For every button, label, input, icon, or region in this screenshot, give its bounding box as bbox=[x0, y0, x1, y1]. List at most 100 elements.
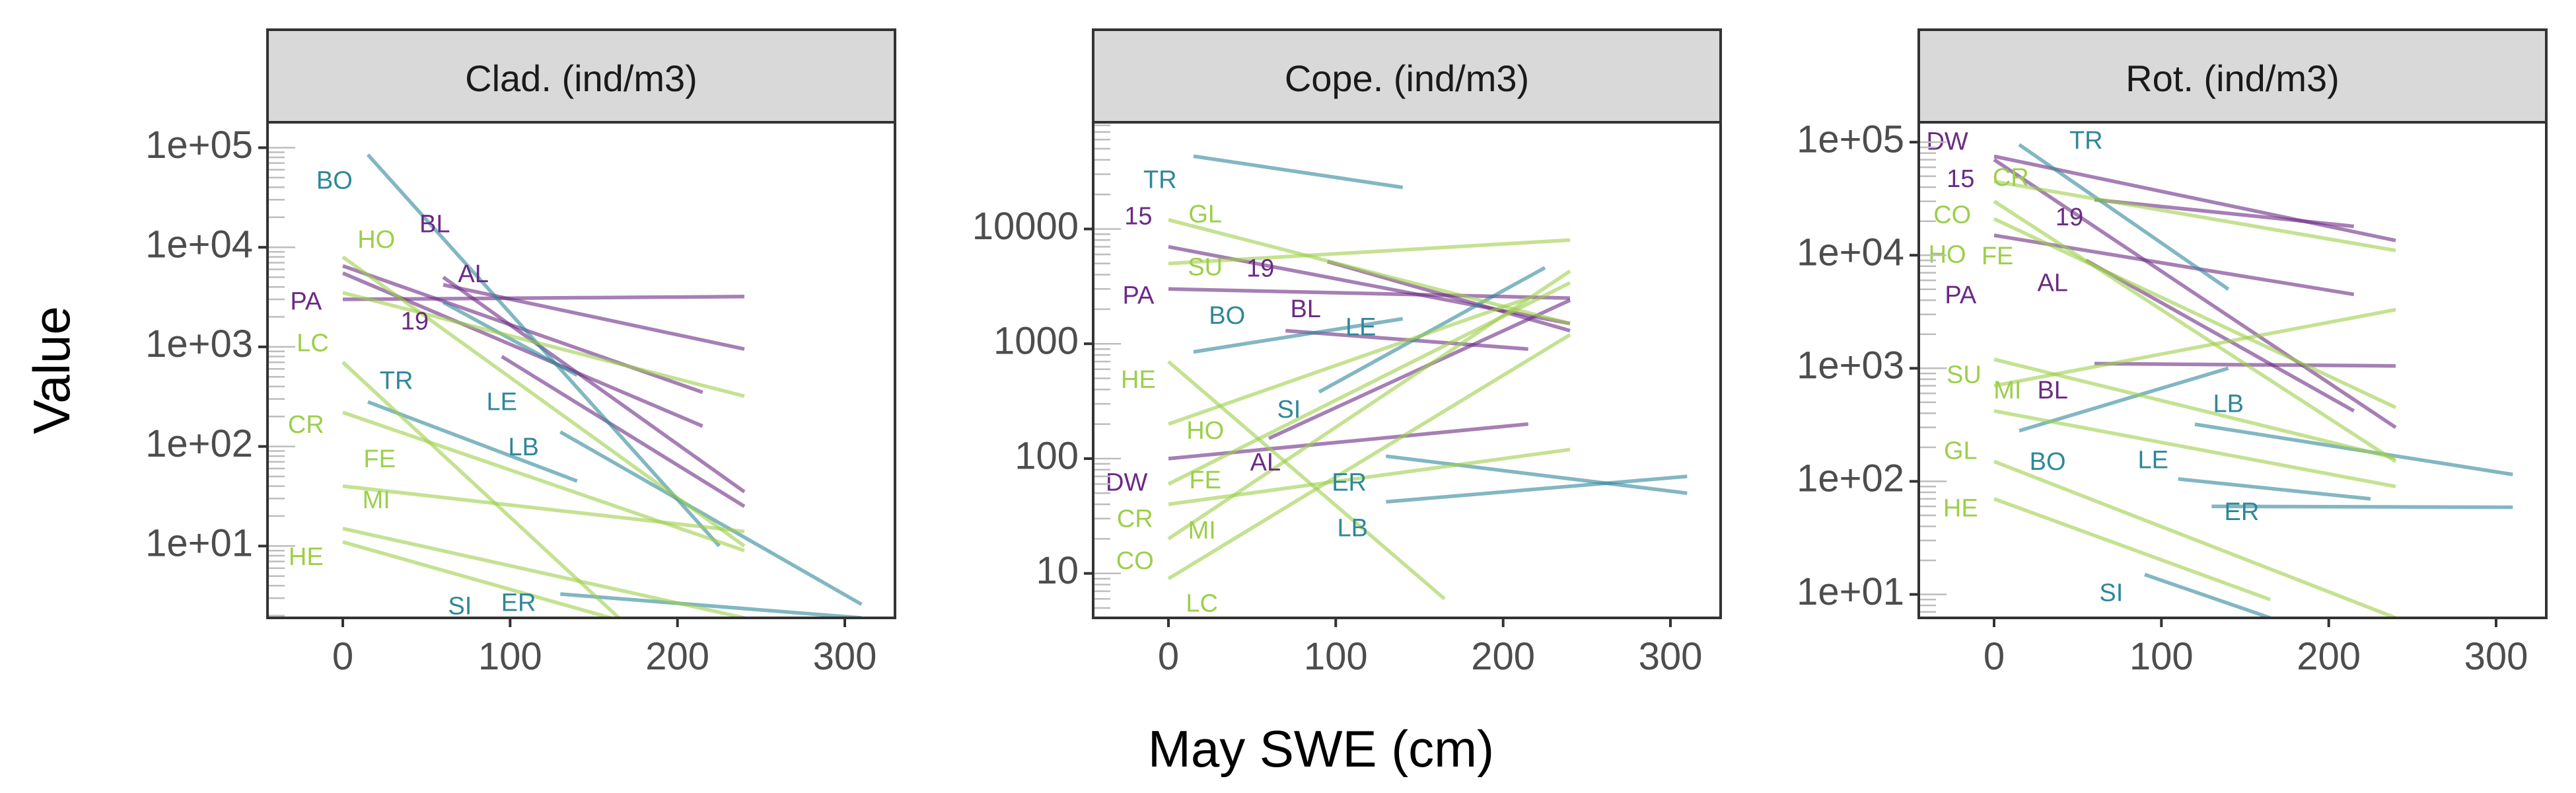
strip-clad bbox=[266, 28, 896, 124]
series-line-17 bbox=[342, 540, 612, 618]
lake-label-fe: FE bbox=[363, 445, 396, 473]
x-tick-label: 0 bbox=[332, 635, 353, 678]
lake-label-er: ER bbox=[1332, 469, 1367, 497]
series-line-12 bbox=[1168, 238, 1571, 266]
lake-label-bl: BL bbox=[2037, 377, 2067, 404]
strip-cope bbox=[1092, 28, 1722, 124]
lake-label-he: HE bbox=[1121, 366, 1156, 394]
panel-title-cope: Cope. (ind/m3) bbox=[1285, 57, 1529, 99]
plot-area-cope: TR 15 GL SU 19 PA BL BO LE HE SI HO AL DW FE ER CR LB MI CO… bbox=[972, 124, 1703, 678]
x-tick-label: 100 bbox=[478, 635, 542, 678]
lake-label-lb: LB bbox=[508, 434, 538, 461]
y-tick-label: 1e+05 bbox=[1797, 118, 1904, 161]
y-axis-title: Value bbox=[22, 306, 81, 434]
series-line-8 bbox=[1318, 266, 1546, 394]
lake-label-fe: FE bbox=[1982, 243, 2014, 270]
plot-frame-clad bbox=[266, 121, 896, 619]
series-line-15 bbox=[342, 484, 745, 534]
y-tick-label: 1e+02 bbox=[1797, 457, 1904, 500]
series-line-17 bbox=[1993, 497, 2271, 601]
lake-label-cr: CR bbox=[1993, 164, 2029, 192]
x-tick-label: 200 bbox=[1471, 635, 1535, 678]
y-tick-label: 1e+04 bbox=[145, 223, 253, 266]
series-line-4 bbox=[442, 276, 746, 494]
lake-label-bl: BL bbox=[1290, 295, 1320, 323]
lake-label-bo: BO bbox=[316, 167, 353, 195]
y-tick-label: 1e+01 bbox=[145, 522, 253, 565]
lake-label-co: CO bbox=[1116, 547, 1154, 575]
y-tick-label: 1e+03 bbox=[1797, 344, 1904, 387]
x-tick-label: 300 bbox=[1639, 635, 1703, 678]
lake-label-gl: GL bbox=[1188, 201, 1222, 229]
panel-title-clad: Clad. (ind/m3) bbox=[465, 57, 698, 99]
series-line-13 bbox=[1167, 360, 1446, 601]
lake-label-gl: GL bbox=[1944, 437, 1978, 465]
x-tick-label: 300 bbox=[813, 635, 877, 678]
lake-label-bo: BO bbox=[2030, 448, 2066, 476]
lake-label-si: SI bbox=[1277, 396, 1301, 424]
x-tick-label: 100 bbox=[1304, 635, 1368, 678]
lake-label-tr: TR bbox=[380, 367, 413, 395]
x-tick-label: 200 bbox=[645, 635, 709, 678]
lake-label-19: 19 bbox=[1246, 254, 1274, 282]
lake-label-lb: LB bbox=[1337, 515, 1367, 543]
lake-label-le: LE bbox=[2137, 446, 2168, 474]
lake-label-si: SI bbox=[448, 593, 472, 621]
x-axis-title: May SWE (cm) bbox=[1148, 720, 1494, 778]
series-line-18 bbox=[1168, 296, 1529, 426]
series-line-9 bbox=[442, 301, 579, 377]
lake-label-su: SU bbox=[1188, 254, 1223, 282]
panel-cope: Cope. (ind/m3) TR 15 GL SU 19 PA BL BO LE HE SI HO A… bbox=[972, 28, 1722, 678]
y-tick-label: 1000 bbox=[993, 320, 1079, 363]
series-line-10 bbox=[560, 592, 862, 618]
lake-label-su: SU bbox=[1947, 361, 1982, 389]
lake-label-er: ER bbox=[2225, 498, 2260, 526]
series-line-11 bbox=[2144, 572, 2271, 618]
y-tick-label: 100 bbox=[1015, 434, 1079, 477]
series-line-7 bbox=[367, 400, 578, 483]
lake-label-lb: LB bbox=[2213, 390, 2243, 418]
plot-area-clad: BO BL HO AL PA 19 LC TR LE CR LB FE MI HE SI ER 1e+01 1e+… bbox=[145, 124, 877, 678]
panel-clad: Clad. (ind/m3) BO BL HO AL PA 19 LC TR LE CR LB FE M… bbox=[145, 28, 896, 678]
series-line-6 bbox=[1193, 154, 1404, 190]
series-line-3 bbox=[1268, 298, 1571, 440]
series-line-1 bbox=[1168, 287, 1571, 300]
lake-label-al: AL bbox=[1250, 449, 1281, 476]
y-tick-label: 1e+05 bbox=[145, 124, 253, 167]
lake-label-mi: MI bbox=[1993, 377, 2021, 404]
x-tick-label: 100 bbox=[2129, 635, 2194, 678]
lake-label-tr: TR bbox=[2069, 127, 2103, 155]
lake-label-cr: CR bbox=[1117, 505, 1153, 533]
lake-label-co: CO bbox=[1933, 202, 1971, 229]
series-line-12 bbox=[1993, 179, 2396, 252]
lake-label-si: SI bbox=[2099, 580, 2123, 607]
series-line-10 bbox=[1386, 474, 1688, 504]
series-line-17 bbox=[1167, 281, 1571, 486]
series-line-14 bbox=[1993, 217, 2397, 410]
series-line-3 bbox=[2094, 198, 2354, 229]
series-line-6 bbox=[2018, 143, 2230, 291]
lake-label-19: 19 bbox=[401, 307, 429, 335]
lake-label-le: LE bbox=[486, 389, 517, 416]
lake-label-er: ER bbox=[501, 589, 536, 617]
series-line-9 bbox=[1385, 454, 1688, 496]
y-tick-label: 1e+02 bbox=[145, 422, 253, 465]
lake-label-lc: LC bbox=[297, 330, 329, 358]
lake-label-al: AL bbox=[458, 260, 488, 288]
series-line-19 bbox=[1993, 358, 2396, 461]
series-line-13 bbox=[341, 361, 620, 618]
series-line-10 bbox=[2211, 504, 2513, 510]
series-line-6 bbox=[366, 153, 721, 548]
y-tick-label: 10 bbox=[1036, 549, 1079, 592]
x-tick-label: 200 bbox=[2297, 635, 2361, 678]
lake-label-al: AL bbox=[2037, 270, 2067, 297]
series-line-15 bbox=[1167, 333, 1571, 581]
series-line-5 bbox=[501, 355, 746, 508]
lake-label-15: 15 bbox=[1947, 165, 1974, 193]
lake-label-pa: PA bbox=[290, 288, 322, 316]
plot-frame-rot bbox=[1917, 121, 2548, 619]
series-line-11 bbox=[341, 255, 746, 548]
